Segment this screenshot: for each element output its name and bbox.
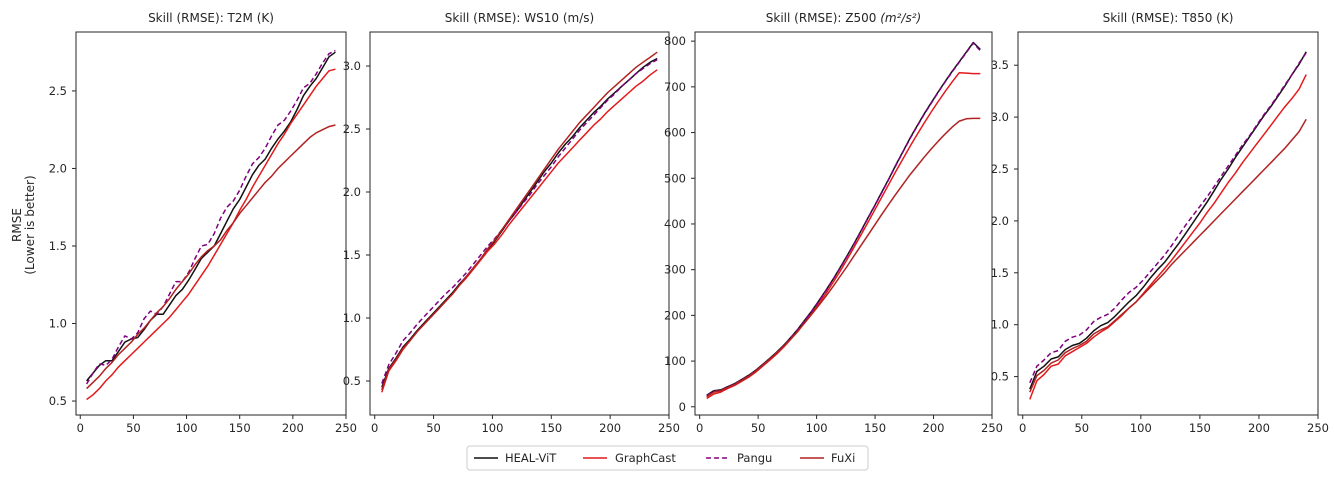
y-tick-label: 0.5 (343, 374, 361, 388)
y-tick-label: 1.0 (49, 317, 67, 331)
chart-panels: Skill (RMSE): T2M (K) 0 50 100 150 200 250 0.5 1… (49, 11, 1329, 435)
x-tick-label: 200 (923, 421, 945, 435)
plot-frame-4 (1017, 31, 1319, 416)
series-line-heal-vit-3 (706, 41, 981, 396)
y-tick-label: 0.5 (991, 370, 1009, 384)
x-tick-label: 200 (599, 421, 621, 435)
x-tick-label: 0 (696, 421, 703, 435)
y-tick-label: 2.5 (49, 84, 67, 98)
y-tick-label: 3.5 (991, 58, 1009, 72)
y-tick-label: 700 (664, 80, 686, 94)
y-tick-label: 500 (664, 171, 686, 185)
chart-panel-4: Skill (RMSE): T850 (K) 0 50 100 150 200 250 0.5… (991, 11, 1329, 435)
series-line-fuxi-4 (1029, 118, 1307, 393)
chart-panel-1: Skill (RMSE): T2M (K) 0 50 100 150 200 250 0.5 1… (49, 11, 357, 435)
x-tick-label: 0 (77, 421, 84, 435)
y-tick-label: 400 (664, 217, 686, 231)
series-line-heal-vit-1 (86, 51, 336, 382)
y-tick-label: 0 (679, 400, 686, 414)
x-tick-label: 100 (481, 421, 503, 435)
series-line-fuxi-2 (381, 51, 658, 391)
series-line-graphcast-4 (1029, 74, 1307, 400)
x-tick-label: 100 (806, 421, 828, 435)
legend-frame (466, 445, 869, 471)
figure-ylabel-line1: RMSE (10, 208, 24, 242)
x-tick-label: 150 (864, 421, 886, 435)
x-tick-label: 150 (540, 421, 562, 435)
y-tick-label: 1.5 (49, 239, 67, 253)
legend-label-pangu: Pangu (737, 451, 772, 465)
figure-ylabel-line2: (Lower is better) (23, 175, 37, 274)
y-tick-label: 2.5 (991, 162, 1009, 176)
y-tick-label: 300 (664, 263, 686, 277)
legend-label-heal-vit: HEAL-ViT (505, 451, 557, 465)
series-line-heal-vit-2 (381, 57, 658, 388)
x-tick-label: 50 (426, 421, 441, 435)
x-tick-label: 50 (751, 421, 766, 435)
x-tick-label: 250 (981, 421, 1003, 435)
y-tick-label: 1.5 (991, 266, 1009, 280)
series-line-graphcast-2 (381, 69, 658, 393)
series-line-fuxi-1 (86, 124, 336, 390)
x-tick-label: 100 (1130, 421, 1152, 435)
x-tick-label: 250 (335, 421, 357, 435)
y-tick-label: 800 (664, 34, 686, 48)
y-tick-label: 1.5 (343, 248, 361, 262)
series-line-pangu-2 (381, 59, 658, 384)
y-tick-label: 3.0 (343, 59, 361, 73)
legend-label-graphcast: GraphCast (615, 451, 676, 465)
y-tick-label: 3.0 (991, 110, 1009, 124)
x-tick-label: 200 (1248, 421, 1270, 435)
x-tick-label: 50 (1074, 421, 1089, 435)
x-tick-label: 150 (229, 421, 251, 435)
x-tick-label: 200 (282, 421, 304, 435)
x-tick-label: 50 (126, 421, 141, 435)
plot-frame-1 (75, 31, 347, 416)
y-tick-label: 600 (664, 126, 686, 140)
y-tick-label: 2.0 (991, 214, 1009, 228)
chart-title-3: Skill (RMSE): Z500 (m²/s²) (766, 11, 921, 25)
plot-frame-2 (369, 31, 670, 416)
x-tick-label: 0 (371, 421, 378, 435)
y-tick-label: 2.0 (49, 161, 67, 175)
chart-title-1: Skill (RMSE): T2M (K) (148, 11, 274, 25)
y-tick-label: 2.5 (343, 122, 361, 136)
y-tick-label: 200 (664, 308, 686, 322)
y-tick-label: 0.5 (49, 394, 67, 408)
series-line-pangu-1 (85, 49, 336, 385)
chart-panel-3: Skill (RMSE): Z500 (m²/s²) 0 50 100 150 200 25… (664, 11, 1003, 435)
x-tick-label: 250 (658, 421, 680, 435)
x-tick-label: 100 (176, 421, 198, 435)
series-line-graphcast-3 (706, 71, 981, 400)
x-tick-label: 250 (1307, 421, 1329, 435)
x-tick-label: 0 (1019, 421, 1026, 435)
y-tick-label: 100 (664, 354, 686, 368)
series-line-pangu-4 (1029, 52, 1307, 384)
y-tick-label: 2.0 (343, 185, 361, 199)
series-line-fuxi-3 (706, 117, 981, 398)
series-line-heal-vit-4 (1029, 51, 1307, 390)
x-tick-label: 150 (1189, 421, 1211, 435)
chart-panel-2: Skill (RMSE): WS10 (m/s) 0 50 100 150 200 250 0… (343, 11, 680, 435)
y-tick-label: 1.0 (991, 318, 1009, 332)
series-line-pangu-3 (706, 42, 981, 397)
legend: HEAL-ViT GraphCast Pangu FuXi (466, 445, 869, 471)
y-tick-label: 1.0 (343, 311, 361, 325)
chart-title-unit-3: (m²/s²) (876, 11, 921, 25)
series-line-graphcast-1 (86, 68, 336, 401)
legend-label-fuxi: FuXi (831, 451, 855, 465)
chart-title-2: Skill (RMSE): WS10 (m/s) (445, 11, 594, 25)
chart-title-4: Skill (RMSE): T850 (K) (1103, 11, 1234, 25)
